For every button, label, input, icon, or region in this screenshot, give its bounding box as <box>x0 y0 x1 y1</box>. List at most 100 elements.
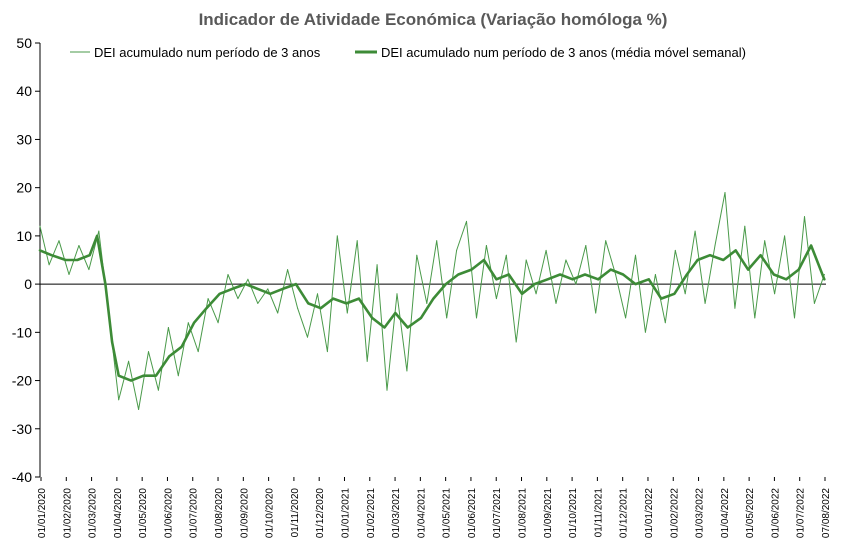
x-tick-label: 01/03/2022 <box>695 488 706 538</box>
series-1-point <box>724 192 726 193</box>
x-tick-label: 01/08/2020 <box>214 488 225 538</box>
series-1-point <box>823 274 825 275</box>
series-1-point <box>386 389 388 391</box>
x-tick-label: 01/07/2020 <box>189 488 200 538</box>
series-2-point <box>256 288 259 290</box>
series-1-point <box>297 307 299 309</box>
series-2-point <box>785 278 788 281</box>
series-1-point <box>625 317 627 319</box>
series-1-point <box>565 259 567 261</box>
x-axis: 01/01/2020 01/02/2020 01/03/2020 01/04/2020… <box>37 283 832 538</box>
series-1-point <box>535 293 537 295</box>
series-1-point <box>138 409 140 410</box>
legend-label-series-2: DEI acumulado num período de 3 anos (méd… <box>381 45 746 60</box>
series-2-point <box>797 268 800 271</box>
series-2-point <box>673 292 676 295</box>
series-1-point <box>58 240 60 242</box>
series-2-point <box>205 307 208 310</box>
series-2-point <box>371 317 373 319</box>
series-1-point <box>764 240 766 242</box>
x-tick-label: 01/03/2021 <box>391 488 402 538</box>
series-1-point <box>476 317 477 319</box>
x-tick-label: 01/12/2020 <box>315 488 326 538</box>
x-tick-label: 01/11/2021 <box>593 488 604 538</box>
series-2-point <box>432 297 435 300</box>
y-tick-label: 40 <box>16 83 32 99</box>
series-1-point <box>813 302 815 304</box>
series-2-point <box>39 249 41 252</box>
series-1-point <box>187 322 189 324</box>
series-1-point <box>595 312 597 314</box>
series-1-point <box>317 293 318 295</box>
series-line-1 <box>39 192 825 410</box>
series-1-point <box>376 264 378 266</box>
series-1-point <box>674 249 676 251</box>
x-tick-label: 01/07/2022 <box>796 488 807 538</box>
series-2-point <box>734 249 737 252</box>
y-tick-label: 50 <box>16 35 32 51</box>
series-2-point <box>660 297 663 300</box>
series-1-point <box>98 230 100 232</box>
series-1-point <box>227 274 229 275</box>
x-tick-label: 01/05/2022 <box>745 488 756 538</box>
series-1-point <box>466 220 467 222</box>
series-1-point <box>804 216 805 218</box>
series-1-point <box>734 307 736 309</box>
series-2-point <box>104 283 107 285</box>
series-1-point <box>575 283 577 285</box>
series-1-point <box>456 249 458 251</box>
series-2-point <box>269 292 272 295</box>
series-1-point <box>267 288 269 290</box>
series-1-point <box>356 240 358 242</box>
series-2-point <box>609 268 612 271</box>
series-1-point <box>644 331 646 333</box>
series-2-point <box>521 292 523 295</box>
series-1-point <box>217 322 219 324</box>
series-2-point <box>130 379 133 382</box>
series-2-point <box>319 307 322 310</box>
y-axis: -40 -30 -20 -10 0 10 20 30 40 50 <box>12 35 41 485</box>
series-2-point <box>155 374 157 377</box>
series-2-point <box>507 273 510 276</box>
x-tick-label: 01/09/2020 <box>239 488 250 538</box>
series-2-point <box>810 244 812 247</box>
series-lines <box>38 192 826 410</box>
x-tick-label: 01/08/2021 <box>518 488 529 538</box>
y-tick-label: -20 <box>12 373 32 389</box>
series-2-point <box>622 273 624 276</box>
series-1-point <box>247 278 249 280</box>
y-tick-label: 20 <box>16 180 32 196</box>
x-tick-label: 01/06/2020 <box>163 488 174 538</box>
series-1-point <box>446 317 448 319</box>
series-2-point <box>559 273 561 276</box>
series-2-point <box>117 374 120 377</box>
series-1-point <box>684 293 686 295</box>
x-tick-label: 01/04/2021 <box>416 488 427 538</box>
series-2-point <box>420 317 422 319</box>
x-tick-label: 01/10/2021 <box>568 488 579 538</box>
series-1-point <box>615 274 617 275</box>
series-2-point <box>470 268 473 271</box>
series-2-point <box>747 268 749 271</box>
x-tick-label: 01/02/2020 <box>62 488 73 538</box>
series-2-point <box>546 278 549 281</box>
x-tick-label: 01/04/2022 <box>720 488 731 538</box>
y-tick-label: -10 <box>12 324 32 340</box>
x-tick-label: 01/07/2021 <box>492 488 503 538</box>
x-tick-label: 01/05/2021 <box>442 488 453 538</box>
y-tick-label: -40 <box>12 469 32 485</box>
y-tick-label: 30 <box>16 131 32 147</box>
series-1-point <box>277 312 279 314</box>
series-1-point <box>605 240 607 242</box>
legend-label-series-1: DEI acumulado num período de 3 anos <box>94 45 321 60</box>
series-2-point <box>406 326 409 329</box>
x-tick-label: 01/02/2021 <box>366 488 377 538</box>
series-1-point <box>555 302 557 304</box>
series-1-point <box>485 245 487 246</box>
series-1-point <box>416 254 418 256</box>
chart-title: Indicador de Atividade Económica (Variaç… <box>199 10 668 29</box>
series-1-point <box>714 245 716 246</box>
x-tick-label: 01/10/2020 <box>265 488 276 538</box>
x-tick-label: 01/11/2020 <box>290 488 301 538</box>
